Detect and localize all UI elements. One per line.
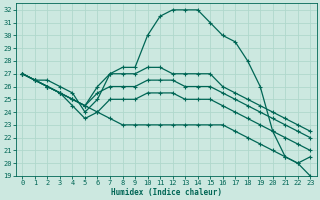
X-axis label: Humidex (Indice chaleur): Humidex (Indice chaleur) bbox=[111, 188, 222, 197]
